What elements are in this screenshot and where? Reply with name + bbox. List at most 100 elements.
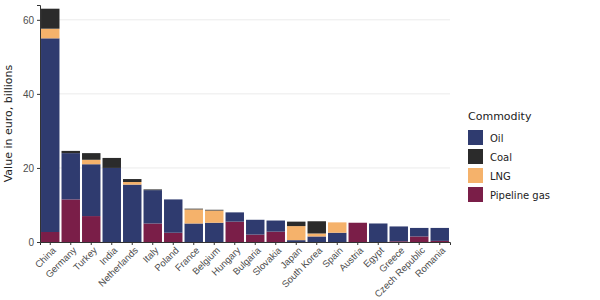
bar-segment <box>267 220 285 221</box>
bar-segment <box>226 212 244 213</box>
y-tick: 0 <box>28 237 40 248</box>
bar-segment <box>308 236 326 242</box>
bar-segment <box>267 221 285 232</box>
bar-segment <box>103 168 121 242</box>
x-tick: Romania <box>413 242 448 279</box>
bar-segment <box>41 232 59 242</box>
bar-segment <box>144 223 162 242</box>
bar-segment <box>82 160 100 164</box>
bar-segment <box>369 223 387 224</box>
bar-segment <box>164 199 182 232</box>
plot: 0 20 40 60 ChinaGermanyTurkeyIndiaNetherland… <box>23 6 451 300</box>
bar-segment <box>246 235 264 242</box>
bar-segment <box>164 199 182 200</box>
bar-segment <box>144 189 162 191</box>
chart: 0 20 40 60 ChinaGermanyTurkeyIndiaNetherland… <box>0 0 600 300</box>
x-tick-label: Netherlands <box>96 244 140 288</box>
x-tick-label: Turkey <box>71 244 99 272</box>
bar-segment <box>410 227 428 228</box>
bar-segment <box>390 226 408 227</box>
y-axis-line <box>37 6 41 243</box>
legend-swatch <box>468 187 483 202</box>
bar-segment <box>349 223 367 242</box>
bar-segment <box>287 222 305 226</box>
bar-segment <box>123 182 141 185</box>
bar-segment <box>144 190 162 191</box>
x-tick-label: Austria <box>337 244 366 273</box>
x-tick: Turkey <box>71 242 99 273</box>
legend-swatch <box>468 168 483 183</box>
bar-segment <box>328 233 346 242</box>
bar-segment <box>431 227 449 228</box>
bar-segment <box>62 151 80 153</box>
bar-segment <box>328 222 346 232</box>
y-tick-label: 40 <box>23 89 35 100</box>
legend-entry: Coal <box>468 149 512 164</box>
legend: Commodity Oil Coal LNG Pipeline gas <box>468 110 550 202</box>
legend-label: LNG <box>490 171 511 182</box>
bar-segment <box>82 216 100 242</box>
y-tick: 60 <box>23 15 40 26</box>
bar-segment <box>431 228 449 241</box>
x-tick: Austria <box>337 242 366 273</box>
x-tick-label: Romania <box>413 244 448 279</box>
y-tick-mark <box>37 168 40 169</box>
y-axis-title: Value in euro, billions <box>2 64 15 182</box>
bar-segment <box>123 179 141 182</box>
bar-segment <box>246 219 264 220</box>
legend-entry: Pipeline gas <box>468 187 550 202</box>
bar-segment <box>164 233 182 242</box>
bar-segment <box>431 241 449 242</box>
bar-segment <box>349 222 367 223</box>
y-tick: 20 <box>23 163 40 174</box>
legend-title: Commodity <box>468 110 532 123</box>
bar-segment <box>41 9 59 29</box>
bar-segment <box>410 227 428 228</box>
bar-segment <box>226 222 244 242</box>
grid-line <box>40 93 450 94</box>
bar-segment <box>287 226 305 240</box>
x-tick: South Korea <box>279 242 325 290</box>
bar-segment <box>390 226 408 241</box>
bar-segment <box>328 222 346 223</box>
grid-line <box>40 19 450 20</box>
bar-segment <box>41 38 59 232</box>
legend-swatch <box>468 130 483 145</box>
x-tick: Germany <box>43 242 79 280</box>
bar-segment <box>205 223 223 242</box>
y-tick-mark <box>37 242 40 243</box>
bar-segment <box>205 211 223 223</box>
x-tick: Netherlands <box>96 242 140 289</box>
bar-segment <box>410 228 428 237</box>
bar-segment <box>369 223 387 242</box>
bar-segment <box>267 232 285 242</box>
bar-segment <box>164 199 182 200</box>
bar-segment <box>349 222 367 223</box>
y-tick-label: 60 <box>23 15 35 26</box>
x-axis: ChinaGermanyTurkeyIndiaNetherlandsItalyP… <box>33 242 451 299</box>
bar-segment <box>82 164 100 216</box>
bar-segment <box>246 219 264 220</box>
y-tick-mark <box>37 20 40 21</box>
x-tick-label: South Korea <box>279 244 325 290</box>
y-tick-mark <box>37 94 40 95</box>
bars <box>41 9 449 242</box>
bar-segment <box>226 212 244 221</box>
y-tick-label: 20 <box>23 163 35 174</box>
bar-segment <box>410 236 428 242</box>
bar-segment <box>185 209 203 223</box>
bar-segment <box>205 209 223 211</box>
legend-label: Oil <box>490 133 503 144</box>
bar-segment <box>431 227 449 228</box>
bar-segment <box>369 223 387 224</box>
bar-segment <box>144 190 162 223</box>
legend-entry: LNG <box>468 168 511 183</box>
bar-segment <box>41 29 59 39</box>
bar-segment <box>103 158 121 168</box>
bar-segment <box>308 221 326 233</box>
bar-segment <box>287 240 305 242</box>
legend-label: Coal <box>490 152 512 163</box>
bar-segment <box>246 220 264 235</box>
bar-segment <box>185 223 203 242</box>
y-tick-label: 0 <box>28 237 34 248</box>
